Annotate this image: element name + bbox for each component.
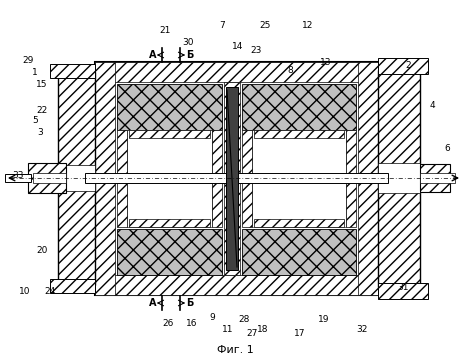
Bar <box>242 84 356 130</box>
Bar <box>117 84 222 130</box>
Bar <box>242 229 356 275</box>
Text: А: А <box>149 298 157 308</box>
Text: 20: 20 <box>36 246 48 255</box>
Text: 32: 32 <box>356 325 368 334</box>
Text: Б: Б <box>186 298 194 308</box>
Text: 7: 7 <box>219 21 225 30</box>
Text: 15: 15 <box>36 80 48 89</box>
Bar <box>378 283 428 299</box>
Bar <box>252 130 346 227</box>
Text: 3: 3 <box>37 127 43 136</box>
Text: 30: 30 <box>182 37 194 46</box>
Bar <box>346 130 356 227</box>
Bar <box>95 62 378 82</box>
Bar <box>117 229 222 275</box>
Text: Фиг. 1: Фиг. 1 <box>217 345 253 355</box>
Text: 11: 11 <box>222 325 234 334</box>
Text: 22: 22 <box>37 105 48 114</box>
Bar <box>50 64 95 78</box>
Text: 4: 4 <box>429 100 435 109</box>
Bar <box>378 163 420 193</box>
Text: 33: 33 <box>12 171 24 180</box>
Text: 21: 21 <box>159 26 171 35</box>
Bar <box>420 164 450 192</box>
Bar <box>254 219 344 227</box>
Bar <box>117 130 127 227</box>
Text: 14: 14 <box>232 41 244 50</box>
Text: 24: 24 <box>45 288 56 297</box>
Text: 5: 5 <box>32 116 38 125</box>
Text: 19: 19 <box>318 315 330 324</box>
Text: 10: 10 <box>19 288 31 297</box>
Text: 9: 9 <box>209 314 215 323</box>
Bar <box>33 173 66 183</box>
Text: 23: 23 <box>250 45 262 54</box>
Bar <box>127 130 212 227</box>
Text: 18: 18 <box>257 325 269 334</box>
Text: 27: 27 <box>246 329 257 338</box>
Polygon shape <box>226 87 238 270</box>
Bar <box>254 130 344 138</box>
Bar <box>95 275 378 295</box>
Bar <box>58 72 95 285</box>
Bar <box>85 173 388 183</box>
Bar <box>95 62 378 295</box>
Bar <box>224 82 240 275</box>
Text: Б: Б <box>186 50 194 60</box>
Bar <box>5 174 31 182</box>
Bar <box>378 70 420 287</box>
Bar <box>242 130 252 227</box>
Text: 28: 28 <box>238 315 250 324</box>
Bar <box>212 130 222 227</box>
Bar <box>50 279 95 293</box>
Text: 2: 2 <box>405 60 411 69</box>
Text: 26: 26 <box>162 320 174 328</box>
Text: 16: 16 <box>186 320 198 328</box>
Text: 25: 25 <box>259 21 271 30</box>
Bar <box>129 219 210 227</box>
Bar <box>64 165 95 191</box>
Text: 17: 17 <box>294 329 306 338</box>
Text: 1: 1 <box>32 68 38 77</box>
Text: А: А <box>149 50 157 60</box>
Bar <box>28 163 66 193</box>
Bar <box>378 58 428 74</box>
Bar <box>129 130 210 138</box>
Text: 6: 6 <box>444 144 450 153</box>
Text: 13: 13 <box>320 58 332 67</box>
Bar <box>95 62 115 295</box>
Bar <box>420 173 455 183</box>
Bar <box>358 62 378 295</box>
Text: 12: 12 <box>303 21 314 30</box>
Text: 8: 8 <box>287 66 293 75</box>
Text: 29: 29 <box>23 55 34 64</box>
Text: 31: 31 <box>397 284 409 292</box>
